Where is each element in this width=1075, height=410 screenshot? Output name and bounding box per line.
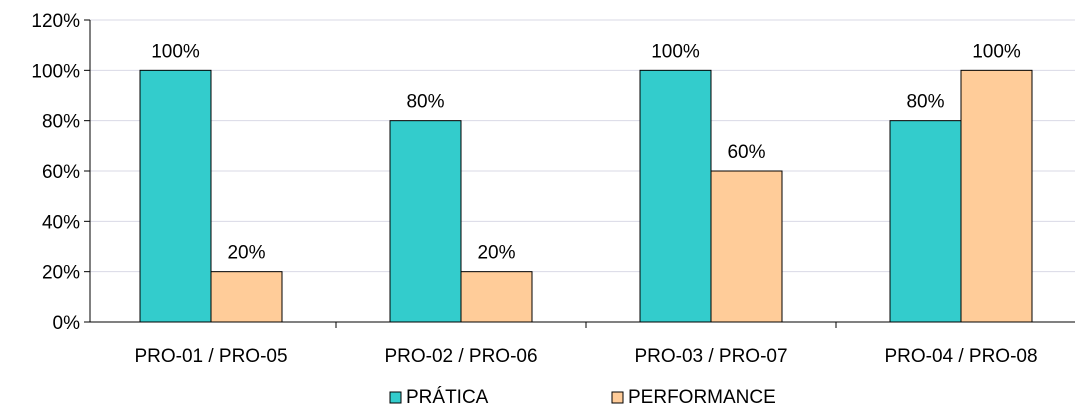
bar-pratica-3 [639,69,712,323]
data-label-pratica-4: 80% [906,92,944,113]
data-label-performance-1: 20% [227,243,265,264]
bar-pratica-2 [389,120,462,323]
data-label-pratica-2: 80% [406,92,444,113]
data-label-pratica-3: 100% [651,41,700,62]
data-label-performance-4: 100% [972,41,1021,62]
legend-label-performance: PERFORMANCE [628,387,776,408]
bar-performance-1 [210,271,283,323]
bar-performance-4 [960,69,1033,323]
legend-swatch-performance [611,391,624,404]
x-category-label-3: PRO-03 / PRO-07 [634,346,787,367]
bar-performance-3 [710,170,783,323]
x-category-label-4: PRO-04 / PRO-08 [884,346,1037,367]
bar-pratica-4 [889,120,962,323]
y-tick-label-2: 40% [42,212,80,233]
y-tick-label-5: 100% [31,61,80,82]
x-category-label-2: PRO-02 / PRO-06 [384,346,537,367]
y-tick-label-3: 60% [42,162,80,183]
bar-pratica-1 [139,69,212,323]
x-category-label-1: PRO-01 / PRO-05 [134,346,287,367]
data-label-performance-2: 20% [477,243,515,264]
y-tick-label-0: 0% [53,313,81,334]
data-label-pratica-1: 100% [151,41,200,62]
y-tick-label-4: 80% [42,112,80,133]
legend-label-pratica: PRÁTICA [406,387,489,408]
bar-performance-2 [460,271,533,323]
data-label-performance-3: 60% [727,142,765,163]
y-tick-label-1: 20% [42,263,80,284]
y-tick-label-6: 120% [31,11,80,32]
legend-swatch-pratica [389,391,402,404]
